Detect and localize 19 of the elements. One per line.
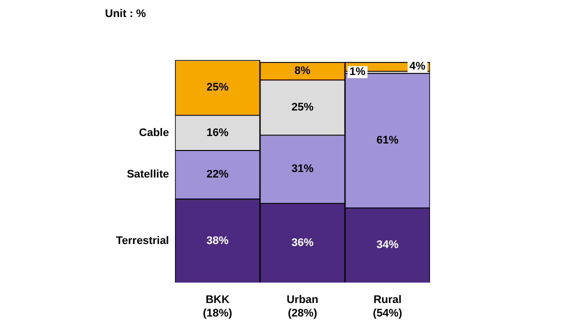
chart-title: Unit : % — [105, 8, 146, 20]
x-tick-label: BKK (18%) — [202, 294, 233, 320]
series-label: Terrestrial — [116, 234, 169, 247]
data-label: 36% — [291, 236, 314, 249]
data-label: 34% — [376, 239, 399, 252]
data-label: 31% — [291, 163, 314, 176]
series-label: Cable — [139, 126, 169, 139]
data-label: 1% — [350, 66, 366, 78]
data-label: 16% — [206, 126, 229, 139]
data-label: 4% — [410, 60, 426, 73]
x-tick-label: Rural (54%) — [372, 294, 403, 320]
data-label: 25% — [206, 82, 229, 94]
data-label: 8% — [294, 65, 311, 78]
data-label: 25% — [291, 101, 314, 114]
data-label: 61% — [376, 134, 399, 146]
data-label: 38% — [206, 234, 229, 247]
data-label: 22% — [206, 168, 229, 181]
x-tick-label: Urban (28%) — [286, 294, 319, 320]
series-label: Satellite — [126, 168, 169, 181]
